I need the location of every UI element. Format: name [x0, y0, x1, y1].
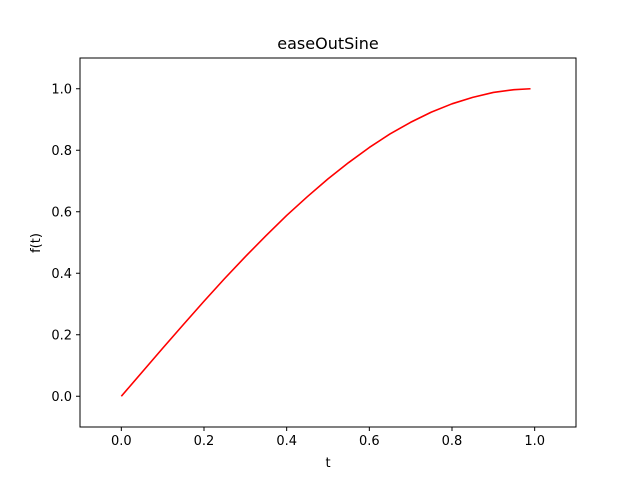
- series-layer: [120, 87, 531, 397]
- series-line: [120, 87, 531, 397]
- y-tick-label: 0.8: [51, 144, 72, 159]
- x-tick-label: 1.0: [524, 434, 545, 449]
- y-tick-label: 0.2: [51, 328, 72, 343]
- chart-title: easeOutSine: [277, 34, 378, 53]
- y-tick-label: 0.0: [51, 390, 72, 405]
- y-axis-ticks: 0.0 0.2 0.4 0.6 0.8 1.0: [51, 82, 80, 405]
- y-tick-label: 1.0: [51, 82, 72, 97]
- x-tick-label: 0.8: [442, 434, 463, 449]
- y-tick-label: 0.4: [51, 267, 72, 282]
- x-tick-label: 0.0: [111, 434, 132, 449]
- plot-area: [79, 57, 577, 428]
- x-axis-ticks: 0.0 0.2 0.4 0.6 0.8 1.0: [111, 427, 545, 449]
- x-tick-label: 0.2: [194, 434, 215, 449]
- y-axis-label: f(t): [29, 233, 44, 253]
- x-tick-label: 0.6: [359, 434, 380, 449]
- y-tick-label: 0.6: [51, 205, 72, 220]
- x-axis-label: t: [325, 456, 330, 471]
- x-tick-label: 0.4: [276, 434, 297, 449]
